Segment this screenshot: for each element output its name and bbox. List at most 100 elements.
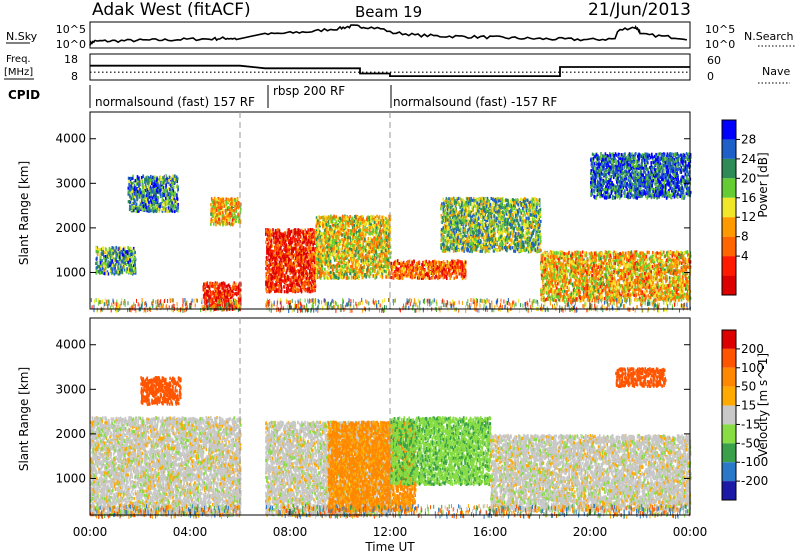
power-marks-cell-5	[352, 254, 354, 257]
power-marks-cell-5	[372, 224, 374, 227]
power-marks-cell-5	[379, 270, 381, 273]
freq-label-line2: [MHz]	[4, 67, 33, 78]
power-marks-cell-5	[325, 275, 327, 278]
power-marks-cell-4	[305, 247, 307, 250]
power-marks-cell-5	[381, 250, 383, 253]
power-marks-cell-0	[126, 270, 128, 273]
power-marks-cell-4	[276, 271, 278, 274]
power-marks-cell-3	[235, 217, 237, 220]
power-marks-cell-5	[379, 243, 381, 246]
power-marks-cell-2	[210, 294, 212, 297]
power-marks-cell-0	[119, 268, 121, 271]
freq-series	[90, 66, 690, 76]
power-marks-cell-1	[165, 203, 167, 206]
power-marks-cell-1	[163, 202, 165, 205]
power-marks-cell-4	[293, 247, 295, 250]
power-marks-cell-2	[221, 282, 223, 285]
power-marks-cell-5	[327, 248, 329, 251]
power-marks-cell-1	[163, 190, 165, 193]
power-marks-cell-5	[385, 270, 387, 273]
power-marks-cell-4	[278, 245, 280, 248]
power-marks-cell-1	[151, 187, 153, 190]
power-marks-cell-3	[218, 218, 220, 221]
power-marks-cell-1	[144, 186, 146, 189]
power-marks-cell-4	[292, 276, 294, 279]
power-marks-cell-5	[358, 250, 360, 253]
power-marks-cell-2	[218, 296, 220, 299]
power-marks-cell-5	[386, 236, 388, 239]
power-marks-cell-0	[109, 252, 111, 255]
power-marks-cell-3	[222, 211, 224, 214]
power-heatmap	[91, 152, 692, 313]
power-marks-cell-0	[100, 272, 102, 275]
power-marks-cell-1	[172, 182, 174, 185]
power-marks-cell-4	[287, 277, 289, 280]
power-marks-cell-1	[162, 194, 164, 197]
power-marks-cell-1	[145, 182, 147, 185]
power-marks-cell-1	[167, 194, 169, 197]
power-marks-cell-5	[316, 254, 318, 257]
power-marks-cell-4	[281, 279, 283, 282]
power-marks-cell-5	[332, 268, 334, 271]
power-marks-cell-4	[297, 287, 299, 290]
power-marks-cell-1	[159, 189, 161, 192]
power-marks-cell-4	[280, 290, 282, 293]
power-marks-cell-5	[342, 277, 344, 280]
nave-label: Nave	[762, 65, 790, 78]
power-marks-cell-5	[337, 230, 339, 233]
power-marks-cell-0	[128, 249, 130, 252]
power-marks-cell-3	[220, 198, 222, 201]
power-marks-cell-4	[271, 250, 273, 253]
power-marks-cell-5	[344, 265, 346, 268]
nsky-tick-high: 10^5	[56, 23, 86, 36]
power-marks-cell-4	[295, 253, 297, 256]
power-marks-cell-5	[330, 247, 332, 250]
cpid-panel: CPID normalsound (fast) 157 RF rbsp 200 …	[8, 84, 557, 109]
power-marks-cell-1	[147, 194, 149, 197]
nsearch-tick-low: 10^0	[705, 38, 735, 51]
power-marks-cell-1	[153, 192, 155, 195]
power-marks-cell-5	[350, 236, 352, 239]
power-marks-cell-4	[304, 270, 306, 273]
power-marks-cell-3	[215, 223, 217, 226]
power-marks-cell-1	[155, 198, 157, 201]
power-marks-cell-1	[131, 206, 133, 209]
power-marks-cell-4	[286, 249, 288, 252]
power-marks-cell-3	[212, 209, 214, 212]
power-marks-cell-4	[266, 276, 268, 279]
power-marks-cell-0	[123, 248, 125, 251]
power-marks-cell-4	[284, 286, 286, 289]
power-marks-cell-5	[347, 264, 349, 267]
power-marks-cell-5	[316, 265, 318, 268]
power-marks-cell-2	[228, 294, 230, 297]
power-marks-cell-4	[285, 240, 287, 243]
power-marks-cell-0	[129, 254, 131, 257]
power-marks-cell-4	[312, 243, 314, 246]
power-marks-cell-4	[268, 241, 270, 244]
power-marks-cell-0	[125, 255, 127, 258]
power-marks-cell-1	[154, 177, 156, 180]
power-marks-cell-5	[332, 224, 334, 227]
power-marks-cell-5	[334, 239, 336, 242]
power-marks-cell-0	[114, 249, 116, 252]
nave-tick-high: 60	[707, 54, 721, 67]
power-marks-cell-4	[268, 231, 270, 234]
power-marks-cell-5	[350, 254, 352, 257]
power-marks-cell-2	[224, 282, 226, 285]
power-marks-cell-1	[177, 207, 179, 210]
power-marks-cell-0	[121, 250, 123, 253]
power-marks-cell-1	[141, 207, 143, 210]
power-marks-cell-5	[375, 234, 377, 237]
power-marks-cell-4	[274, 276, 276, 279]
power-marks-cell-4	[275, 262, 277, 265]
power-marks-cell-4	[269, 287, 271, 290]
power-marks-cell-4	[308, 282, 310, 285]
power-marks-cell-5	[375, 238, 377, 241]
power-marks-cell-4	[271, 282, 273, 285]
power-marks-cell-5	[384, 253, 386, 256]
power-marks-cell-5	[322, 260, 324, 263]
power-marks-cell-1	[140, 180, 142, 183]
power-marks-cell-4	[271, 239, 273, 242]
power-marks-cell-1	[174, 192, 176, 195]
power-marks-cell-2	[211, 285, 213, 288]
